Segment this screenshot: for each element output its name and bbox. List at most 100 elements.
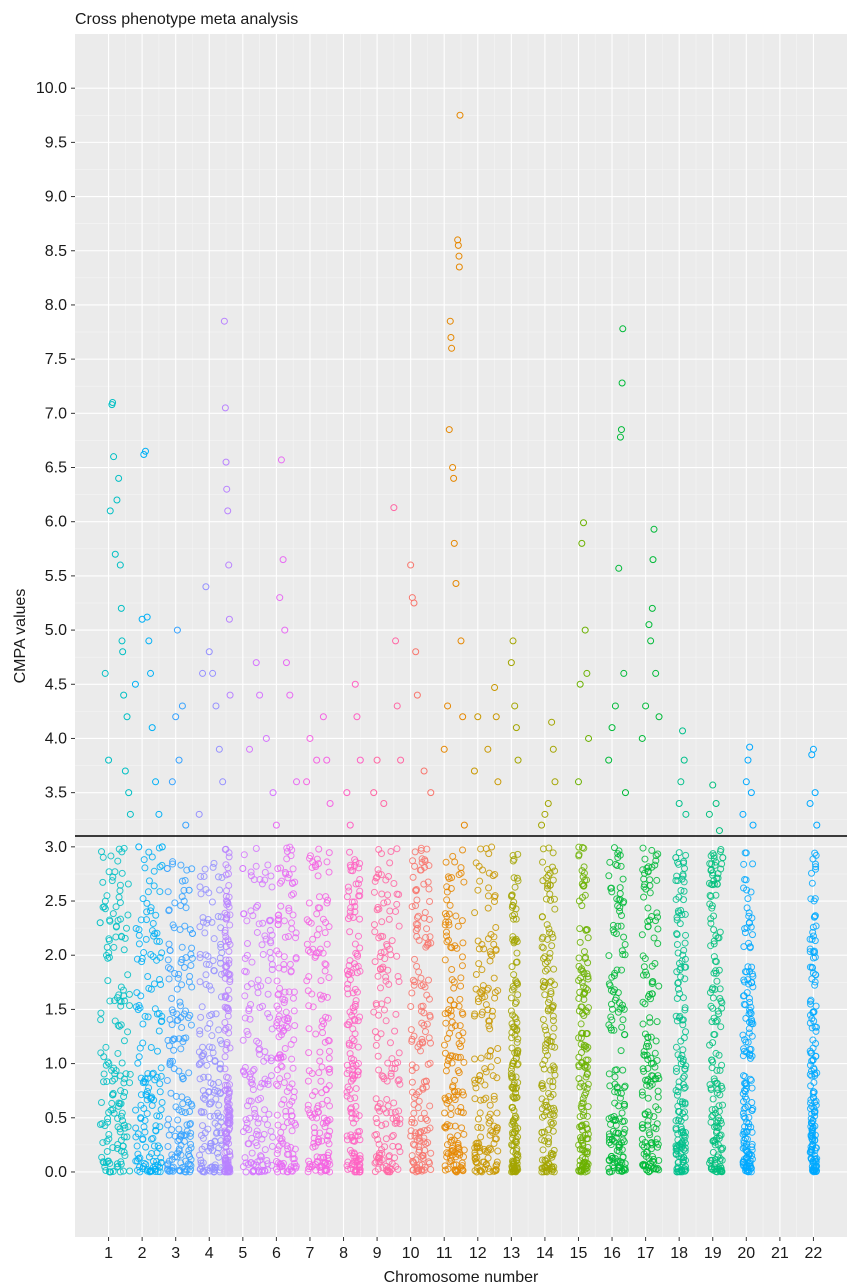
data-point: [650, 1113, 658, 1121]
data-point: [182, 904, 190, 912]
data-point: [672, 854, 680, 862]
data-point: [488, 1007, 496, 1015]
data-point: [226, 1081, 234, 1089]
data-point: [145, 637, 153, 645]
data-point: [508, 963, 516, 971]
data-point: [544, 1159, 552, 1167]
data-point: [679, 872, 687, 880]
data-point: [256, 1050, 264, 1058]
data-point: [225, 853, 233, 861]
data-point: [388, 1064, 396, 1072]
data-point: [371, 958, 379, 966]
data-point: [739, 1130, 747, 1138]
data-point: [135, 1001, 143, 1009]
data-point: [177, 1045, 185, 1053]
data-point: [459, 713, 467, 721]
data-point: [304, 1101, 312, 1109]
data-point: [459, 1010, 467, 1018]
data-point: [373, 1034, 381, 1042]
data-point: [640, 893, 648, 901]
data-point: [281, 626, 289, 634]
data-point: [140, 451, 148, 459]
data-point: [118, 1059, 126, 1067]
data-point: [542, 1026, 550, 1034]
data-point: [471, 1079, 479, 1087]
data-point: [640, 1143, 648, 1151]
data-point: [268, 1142, 276, 1150]
data-point: [645, 621, 653, 629]
x-tick-label: 11: [436, 1245, 453, 1262]
data-point: [575, 843, 583, 851]
data-point: [120, 997, 128, 1005]
data-point: [583, 1008, 591, 1016]
data-point: [224, 900, 232, 908]
data-point: [173, 626, 181, 634]
data-point: [249, 912, 257, 920]
data-point: [273, 1019, 281, 1027]
data-point: [448, 1136, 456, 1144]
data-point: [124, 880, 132, 888]
data-point: [109, 1167, 117, 1175]
data-point: [126, 1002, 134, 1010]
data-point: [641, 1111, 649, 1119]
data-point: [374, 972, 382, 980]
data-point: [205, 648, 213, 656]
data-point: [168, 995, 176, 1003]
data-point: [605, 952, 613, 960]
data-point: [277, 1031, 285, 1039]
data-point: [275, 1005, 283, 1013]
data-point: [422, 1140, 430, 1148]
data-point: [605, 756, 613, 764]
data-point: [392, 637, 400, 645]
data-point: [512, 1085, 520, 1093]
data-point: [387, 1069, 395, 1077]
data-point: [407, 1003, 415, 1011]
data-point: [325, 868, 333, 876]
data-point: [382, 876, 390, 884]
data-point: [584, 1004, 592, 1012]
data-point: [304, 987, 312, 995]
data-point: [409, 857, 417, 865]
data-point: [681, 1065, 689, 1073]
data-point: [583, 1084, 591, 1092]
data-point: [716, 1066, 724, 1074]
data-point: [285, 904, 293, 912]
data-point: [118, 848, 126, 856]
data-point: [272, 1165, 280, 1173]
data-point: [373, 756, 381, 764]
data-point: [810, 949, 818, 957]
data-point: [179, 1038, 187, 1046]
data-point: [248, 1149, 256, 1157]
data-point: [178, 702, 186, 710]
data-point: [351, 1000, 359, 1008]
data-point: [621, 1125, 629, 1133]
data-point: [201, 865, 209, 873]
data-point: [408, 989, 416, 997]
data-point: [209, 1165, 217, 1173]
data-point: [370, 921, 378, 929]
data-point: [413, 691, 421, 699]
data-point: [207, 1139, 215, 1147]
data-point: [678, 957, 686, 965]
data-point: [304, 1077, 312, 1085]
data-point: [266, 926, 274, 934]
data-point: [114, 1123, 122, 1131]
data-point: [117, 1087, 125, 1095]
data-point: [707, 1086, 715, 1094]
data-point: [397, 756, 405, 764]
data-point: [619, 1136, 627, 1144]
data-point: [579, 873, 587, 881]
data-point: [99, 1139, 107, 1147]
data-point: [512, 1084, 520, 1092]
data-point: [170, 1046, 178, 1054]
data-point: [715, 1107, 723, 1115]
data-point: [424, 940, 432, 948]
data-point: [101, 669, 109, 677]
data-point: [477, 1054, 485, 1062]
data-point: [133, 1142, 141, 1150]
y-tick-label: 2.0: [45, 947, 67, 964]
data-point: [196, 1075, 204, 1083]
data-point: [538, 943, 546, 951]
data-point: [417, 844, 425, 852]
data-point: [609, 1154, 617, 1162]
